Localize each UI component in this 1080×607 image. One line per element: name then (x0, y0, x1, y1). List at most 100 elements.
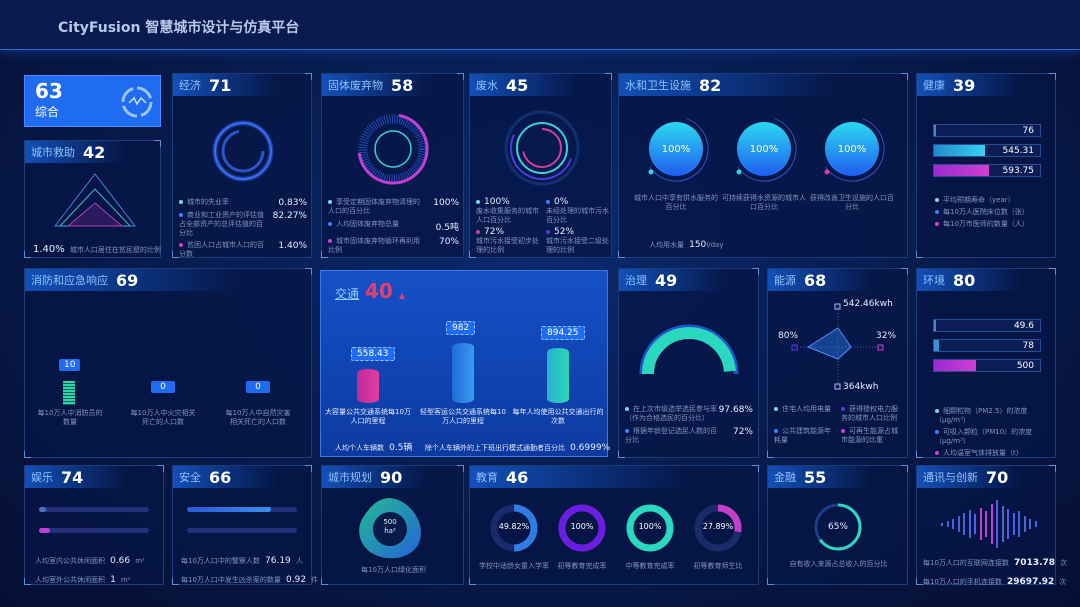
legend-item: 细颗粒物（PM2.5）的浓度（μg/m³） (935, 407, 1028, 424)
triangle-chart (53, 173, 137, 227)
progress-track (39, 528, 149, 533)
panel-score: 70 (986, 467, 1009, 487)
list-item: 城市固体废弃物循环再利用比例 70% (328, 237, 459, 254)
wave-bar (990, 504, 993, 544)
panel-traffic[interactable]: 交通 40 ▲ 558.43 大容量公共交通系统每10万人口的里程 982 轻型客运公… (320, 270, 611, 457)
overall-score-card[interactable]: 63 综合 (24, 75, 161, 127)
waste-ring (357, 113, 429, 185)
finance-ring (814, 503, 862, 551)
panel-aid: 城市救助 42 1.40% 城市人口居住在贫民窟的比例 (24, 140, 161, 258)
wave-bar (1018, 511, 1020, 537)
panel-label: 消防和应急响应 (31, 274, 108, 287)
list-item: 商业和工业资产的评估值占全部资产的总评估值的百分比 82.27% (179, 211, 307, 237)
panel-score: 69 (116, 270, 139, 290)
finance-value: 65% (827, 522, 848, 532)
green-area-unit: ha² (384, 527, 396, 535)
app-title: CityFusion 智慧城市设计与仿真平台 (58, 20, 300, 36)
panel-recreation: 娱乐 74 人均室内公共休闲面积 0.66 m² 人均室外公共休闲面积 1 m² (24, 465, 164, 585)
legend-item: 平均预期寿命（year） (935, 196, 1029, 205)
list-item: 享受定期固体废弃物清理的人口的百分比 100% (328, 198, 459, 215)
education-value: 27.89% (702, 522, 734, 531)
economy-ring (212, 120, 274, 182)
wave-bar (952, 519, 954, 529)
wave-bar (1029, 519, 1031, 529)
aid-value: 1.40% (33, 244, 65, 255)
metric-bar: 593.75 (933, 164, 1041, 177)
value-tooltip: 558.43 (351, 347, 395, 361)
traffic-cylinder (357, 369, 379, 403)
education-value: 100% (570, 522, 594, 531)
value-tooltip: 0 (151, 381, 175, 393)
legend-item: 可再生能源占城市能源的比重 (841, 427, 898, 444)
water-level-ball (731, 116, 797, 182)
list-item: 每10万人口中发生凶杀案的数量 0.92 件 (181, 575, 319, 585)
trend-up-icon: ▲ (398, 291, 406, 300)
panel-score: 49 (655, 270, 678, 290)
wave-bar (996, 500, 998, 548)
panel-score: 82 (699, 75, 722, 95)
panel-label: 治理 (625, 274, 647, 287)
wave-bar (985, 511, 987, 537)
list-item: 人均固体废弃物总量 0.5吨 (328, 220, 459, 233)
radar-label-top: 542.46kwh (843, 299, 893, 309)
item-label: 每10万人中自然灾害相关死亡的人口数 (225, 409, 291, 426)
panel-label: 交通 (335, 287, 360, 301)
panel-label: 金融 (774, 471, 796, 484)
list-item: 0% 未经处理的城市污水百分比 (546, 197, 609, 224)
overall-score: 63 (35, 79, 63, 103)
overall-label: 综合 (35, 105, 60, 119)
list-item: 100% 废水收集服务的城市人口百分比 (476, 197, 539, 224)
panel-urban-planning: 城市规划 90 500 ha² 每10万人口绿化面积 (321, 465, 464, 585)
education-ring (694, 504, 742, 552)
aid-desc: 城市人口居住在贫民窟的比例 (69, 246, 161, 254)
commute-share: 除个人车辆外的上下班出行模式通勤者百分比 0.6999% (425, 443, 611, 453)
wave-bar (1034, 521, 1037, 527)
panel-governance: 治理 49 在上次市级选举选民参与率（作为合格选民的百分比） 97.68% 根据年龄… (618, 268, 759, 458)
progress-track (187, 507, 297, 512)
legend-item: 获得授权电力服务的城市人口比例 (841, 405, 898, 422)
wave-bar (979, 508, 982, 540)
panel-finance: 金融 55 65% 自有收入来源占总收入的百分比 (767, 465, 908, 585)
wave-bar (1023, 516, 1026, 532)
list-item: 贫困人口占城市人口的百分数 1.40% (179, 241, 307, 258)
item-label: 每年人均使用公共交通出行的次数 (512, 408, 604, 425)
panel-score: 40 (365, 279, 393, 303)
panel-score: 74 (61, 467, 84, 487)
water-percent: 100% (837, 144, 867, 155)
wave-bar (974, 514, 976, 534)
panel-score: 68 (804, 270, 827, 290)
panel-label: 安全 (179, 471, 201, 484)
green-area-value: 500 (383, 518, 397, 526)
green-blob-chart (359, 498, 421, 559)
energy-radar (791, 303, 884, 390)
progress-track (39, 507, 149, 512)
item-label: 获得改善卫生设施的人口百分比 (810, 194, 894, 211)
item-label: 每10万人口绿化面积 (361, 566, 426, 574)
list-item: 每10万人口的手机连接数 29697.92 次 (923, 577, 1067, 587)
radar-label-bottom: 364kwh (843, 382, 879, 392)
legend-item: 住宅人均用电量 (774, 405, 837, 423)
item-label: 城市人口中享有供水服务的百分比 (634, 194, 718, 211)
metric-bar: 49.6 (933, 319, 1041, 332)
water-percent: 100% (661, 144, 691, 155)
car-ownership: 人均个人车辆数 0.5辆 (335, 443, 413, 453)
education-value: 100% (638, 522, 662, 531)
list-item: 每10万人口的互联网连接数 7013.78 次 (923, 558, 1068, 568)
item-label: 学校中适龄女童入学率 (479, 562, 549, 570)
wave-bar (957, 516, 960, 532)
panel-environment: 环境 80 49.6 78 500 细颗粒物（PM2.5）的浓度（μg/m³） 可吸入… (916, 268, 1056, 458)
metric-bar: 78 (933, 339, 1041, 352)
education-ring (626, 504, 674, 552)
panel-label: 教育 (476, 471, 498, 484)
item-label: 每10万人中火灾相关死亡的人口数 (130, 409, 196, 426)
item-label: 每10万人中消防员的数量 (37, 409, 103, 426)
wave-bar (941, 522, 943, 526)
item-label: 自有收入来源占总收入的百分比 (789, 560, 888, 568)
panel-label: 通讯与创新 (923, 471, 978, 484)
panel-economy: 经济 71 城市的失业率 0.83% 商业和工业资产的评估值占全部资产的总评估值的百… (172, 73, 312, 258)
item-label: 可持续获得水资源的城市人口百分比 (722, 194, 806, 211)
panel-water: 水和卫生设施 82 100% 城市人口中享有供水服务的百分比 100% 可持续获得… (618, 73, 908, 258)
value-tooltip: 0 (246, 381, 270, 393)
list-item: 人均室内公共休闲面积 0.66 m² (35, 556, 145, 566)
legend-item: 每10万人医院床位数（张） (935, 208, 1029, 217)
